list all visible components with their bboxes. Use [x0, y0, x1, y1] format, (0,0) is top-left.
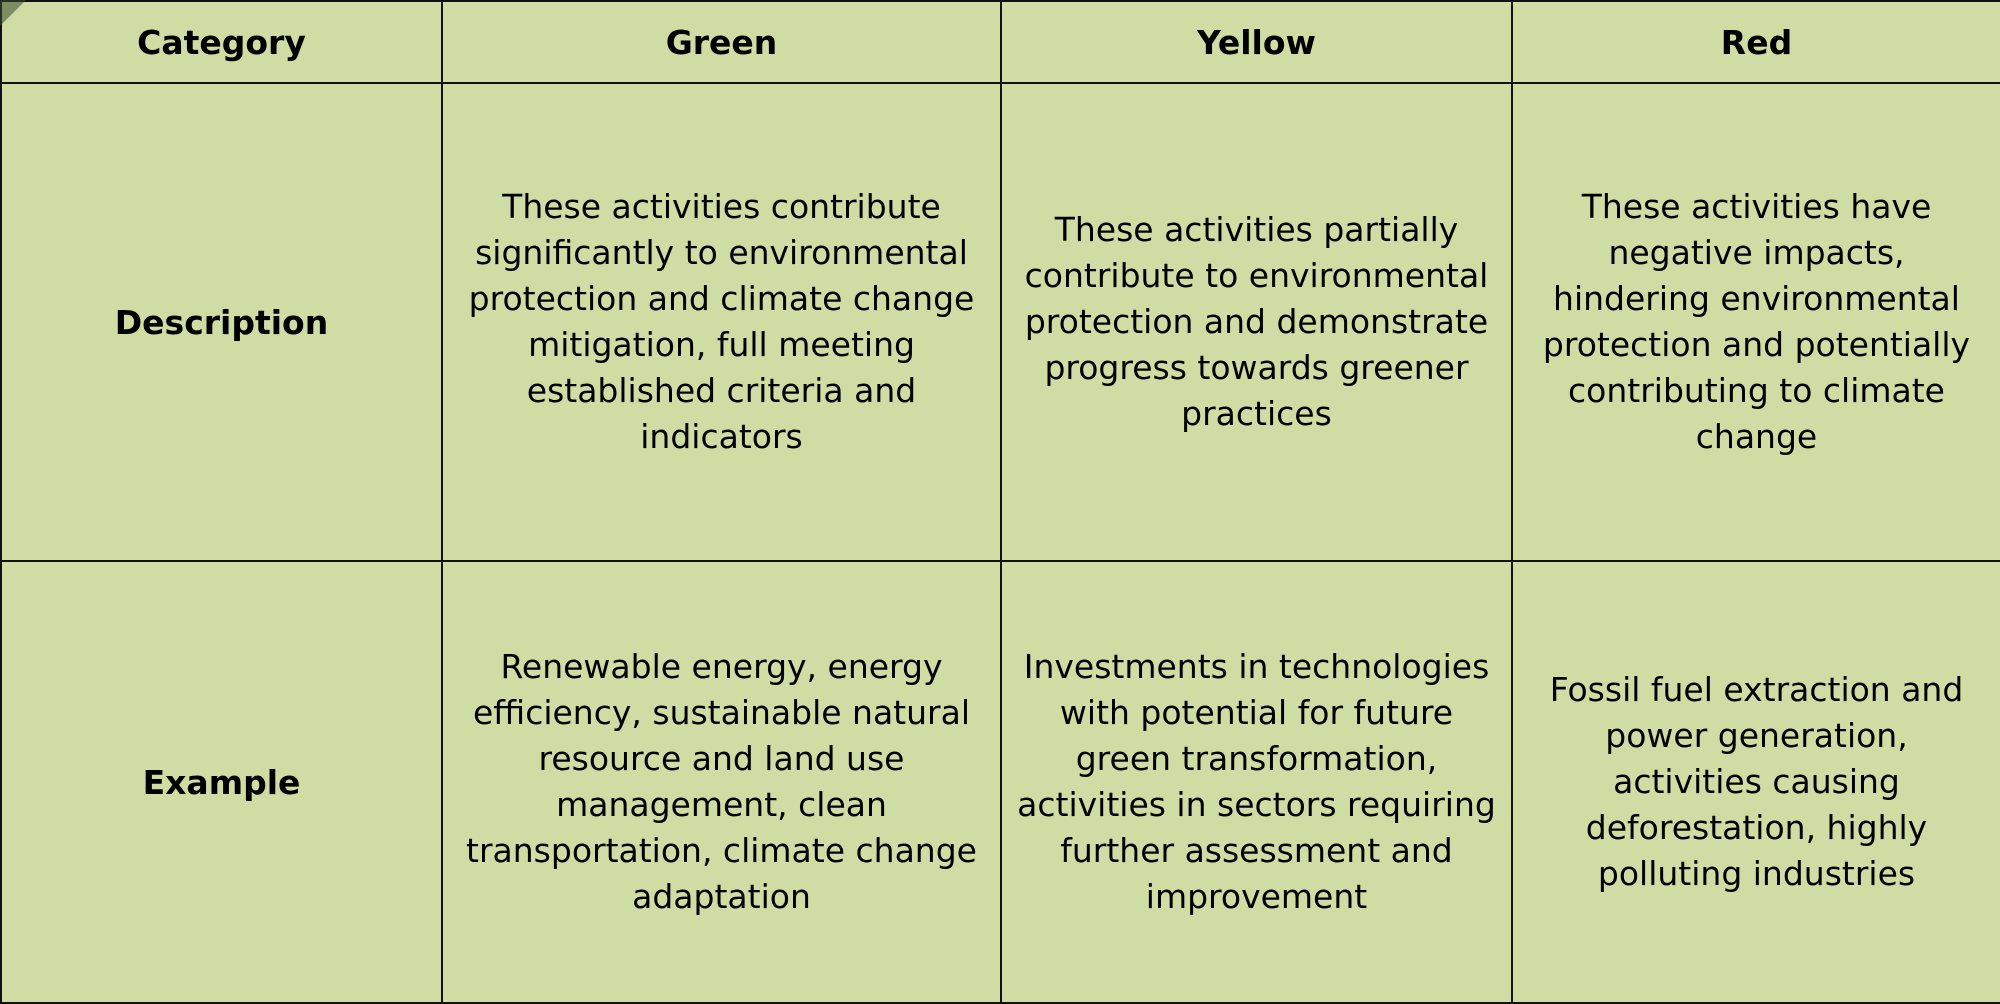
row-header-description: Description [0, 82, 443, 562]
example-red-cell: Fossil fuel extraction and power generat… [1511, 560, 2000, 1004]
header-row: Category Green Yellow Red [0, 0, 2000, 84]
table-row-description: Description These activities contribute … [0, 82, 2000, 562]
description-red-cell: These activities have negative impacts, … [1511, 82, 2000, 562]
column-header-yellow: Yellow [1000, 0, 1513, 84]
row-header-example: Example [0, 560, 443, 1004]
column-header-red: Red [1511, 0, 2000, 84]
table-row-example: Example Renewable energy, energy efficie… [0, 560, 2000, 1004]
description-yellow-cell: These activities partially contribute to… [1000, 82, 1513, 562]
description-green-cell: These activities contribute significantl… [441, 82, 1002, 562]
column-header-category: Category [0, 0, 443, 84]
example-green-cell: Renewable energy, energy efficiency, sus… [441, 560, 1002, 1004]
example-yellow-cell: Investments in technologies with potenti… [1000, 560, 1513, 1004]
column-header-green: Green [441, 0, 1002, 84]
